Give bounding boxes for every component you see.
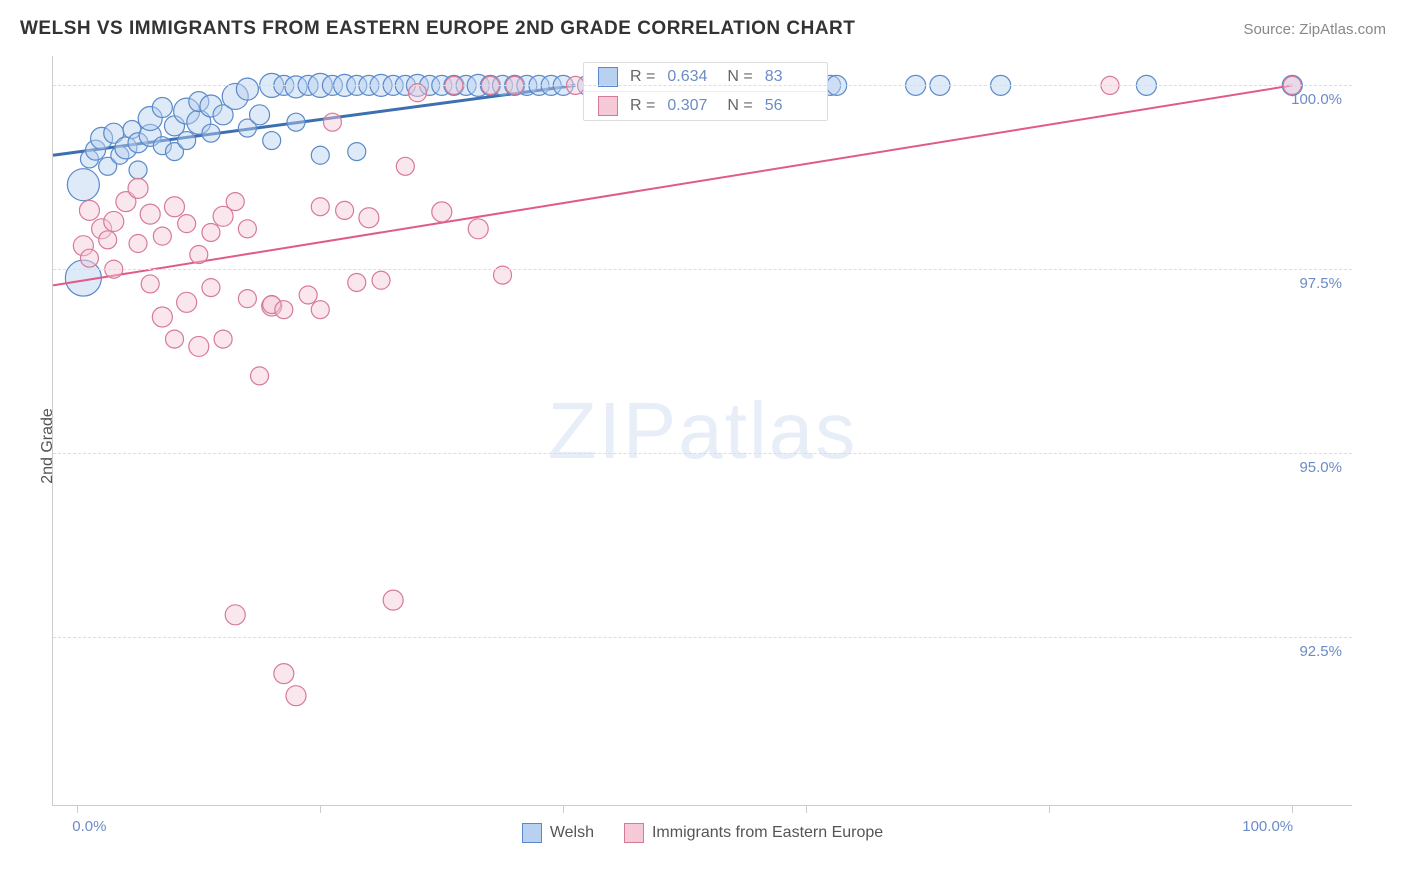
ytick-label: 95.0% <box>1299 459 1342 476</box>
legend-item-welsh: Welsh <box>522 823 594 843</box>
xtick <box>1292 805 1293 813</box>
xtick <box>320 805 321 813</box>
swatch-immigrants-icon <box>624 823 644 843</box>
gridline <box>53 637 1352 638</box>
r-label: R = <box>630 97 655 115</box>
plot-area: ZIPatlas R = 0.634 N = 83 R = 0.307 N = … <box>52 56 1352 806</box>
gridline <box>53 269 1352 270</box>
n-value-immigrants: 56 <box>765 97 813 115</box>
source-label: Source: ZipAtlas.com <box>1243 21 1386 38</box>
n-value-welsh: 83 <box>765 68 813 86</box>
xtick-label: 100.0% <box>1242 818 1293 835</box>
ytick-label: 92.5% <box>1299 643 1342 660</box>
swatch-welsh <box>598 67 618 87</box>
xtick <box>563 805 564 813</box>
n-label: N = <box>727 97 752 115</box>
swatch-welsh-icon <box>522 823 542 843</box>
gridline <box>53 453 1352 454</box>
ytick-label: 100.0% <box>1291 91 1342 108</box>
legend-stats-box: R = 0.634 N = 83 R = 0.307 N = 56 <box>583 62 828 121</box>
r-label: R = <box>630 68 655 86</box>
legend-stats-row-welsh: R = 0.634 N = 83 <box>584 63 827 91</box>
xtick <box>806 805 807 813</box>
swatch-immigrants <box>598 96 618 116</box>
legend-label-immigrants: Immigrants from Eastern Europe <box>652 824 883 842</box>
xtick <box>1049 805 1050 813</box>
plot-svg <box>53 56 1352 805</box>
legend-stats-row-immigrants: R = 0.307 N = 56 <box>584 91 827 120</box>
chart-title: WELSH VS IMMIGRANTS FROM EASTERN EUROPE … <box>20 18 855 40</box>
title-row: WELSH VS IMMIGRANTS FROM EASTERN EUROPE … <box>20 18 1386 40</box>
xtick <box>77 805 78 813</box>
xtick-label: 0.0% <box>72 818 106 835</box>
gridline <box>53 85 1352 86</box>
legend-label-welsh: Welsh <box>550 824 594 842</box>
n-label: N = <box>727 68 752 86</box>
r-value-welsh: 0.634 <box>667 68 715 86</box>
legend-bottom: Welsh Immigrants from Eastern Europe <box>53 823 1352 843</box>
legend-item-immigrants: Immigrants from Eastern Europe <box>624 823 883 843</box>
ytick-label: 97.5% <box>1299 275 1342 292</box>
r-value-immigrants: 0.307 <box>667 97 715 115</box>
chart-container: WELSH VS IMMIGRANTS FROM EASTERN EUROPE … <box>0 0 1406 892</box>
